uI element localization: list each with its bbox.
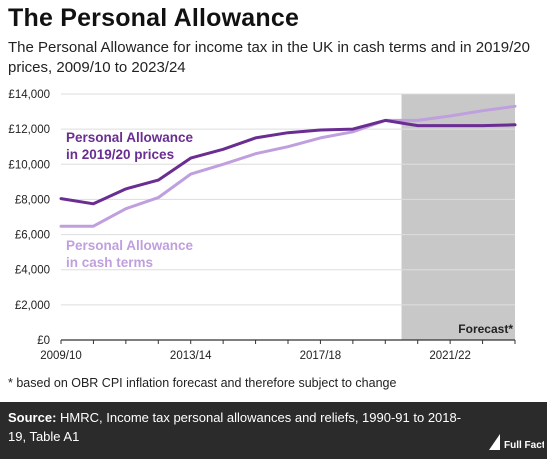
- y-tick-label: £4,000: [15, 265, 50, 277]
- source-footer: Source: HMRC, Income tax personal allowa…: [0, 402, 547, 459]
- full-fact-logo: Full Fact: [489, 434, 544, 451]
- line-chart: Forecast* £0 £2,000 £4,000 £6,000 £8,000 £10,…: [8, 89, 517, 362]
- logo-wordmark: Full Fact: [504, 440, 544, 451]
- series-line: [59, 104, 517, 228]
- source-text: Source: HMRC, Income tax personal allowa…: [8, 408, 478, 446]
- series-label-real-terms: Personal Allowance in 2019/20 prices: [66, 130, 194, 162]
- series-label-cash-terms: Personal Allowance in cash terms: [66, 238, 194, 270]
- series-line: [59, 118, 517, 206]
- x-tick-label: 2009/10: [40, 350, 82, 362]
- y-tick-label: £0: [37, 335, 50, 347]
- chart-subtitle: The Personal Allowance for income tax in…: [8, 39, 530, 76]
- footnote: * based on OBR CPI inflation forecast an…: [8, 376, 397, 390]
- y-tick-label: £2,000: [15, 300, 50, 312]
- source-citation: HMRC, Income tax personal allowances and…: [8, 410, 462, 444]
- y-tick-label: £6,000: [15, 230, 50, 242]
- x-tick-label: 2021/22: [429, 350, 471, 362]
- chart-title: The Personal Allowance: [8, 4, 300, 32]
- y-tick-label: £8,000: [15, 194, 50, 206]
- y-tick-label: £14,000: [8, 89, 50, 101]
- x-tick-label: 2017/18: [300, 350, 342, 362]
- y-tick-label: £10,000: [8, 159, 50, 171]
- y-tick-label: £12,000: [8, 124, 50, 136]
- x-tick-label: 2013/14: [170, 350, 212, 362]
- forecast-region: [401, 94, 515, 340]
- forecast-label: Forecast*: [458, 322, 513, 336]
- source-label: Source:: [8, 410, 57, 425]
